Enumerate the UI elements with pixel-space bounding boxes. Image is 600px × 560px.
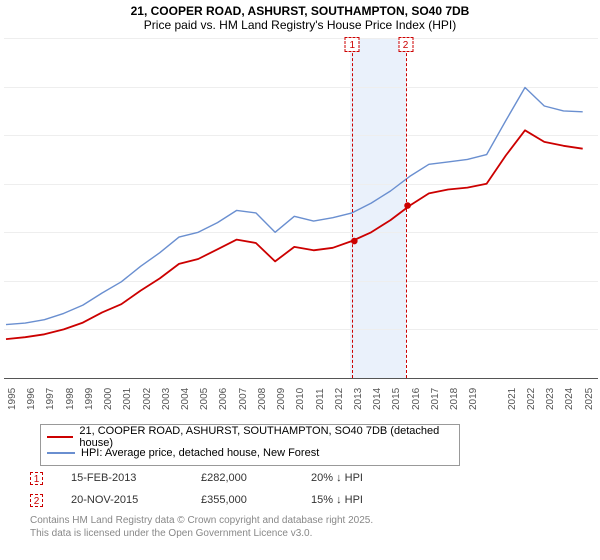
series-hpi (6, 88, 583, 325)
x-tick-label: 1996 (26, 388, 37, 410)
transaction-price: £355,000 (201, 494, 311, 506)
legend-label: 21, COOPER ROAD, ASHURST, SOUTHAMPTON, S… (79, 425, 453, 449)
transaction-marker-icon: 2 (398, 37, 413, 52)
transaction-vline (352, 38, 353, 378)
title-block: 21, COOPER ROAD, ASHURST, SOUTHAMPTON, S… (0, 0, 600, 32)
x-tick-label: 2022 (526, 388, 537, 410)
x-tick-label: 1998 (65, 388, 76, 410)
chart-container: 21, COOPER ROAD, ASHURST, SOUTHAMPTON, S… (0, 0, 600, 560)
transaction-price: £282,000 (201, 472, 311, 484)
legend-swatch (47, 452, 75, 454)
legend-label: HPI: Average price, detached house, New … (81, 447, 319, 459)
footer: Contains HM Land Registry data © Crown c… (30, 514, 373, 540)
transaction-delta: 15% ↓ HPI (311, 494, 451, 506)
x-tick-label: 2009 (276, 388, 287, 410)
transaction-delta: 20% ↓ HPI (311, 472, 451, 484)
x-tick-label: 2007 (238, 388, 249, 410)
footer-licence: This data is licensed under the Open Gov… (30, 527, 373, 540)
footer-copyright: Contains HM Land Registry data © Crown c… (30, 514, 373, 527)
transactions-table: 1 15-FEB-2013 £282,000 20% ↓ HPI 2 20-NO… (30, 468, 451, 512)
transaction-marker-icon: 1 (345, 37, 360, 52)
x-tick-label: 2015 (391, 388, 402, 410)
title-subtitle: Price paid vs. HM Land Registry's House … (0, 18, 600, 32)
x-tick-label: 2005 (199, 388, 210, 410)
series-paid (6, 130, 583, 339)
x-tick-label: 2025 (584, 388, 595, 410)
plot-svg (4, 38, 600, 380)
x-tick-label: 2013 (353, 388, 364, 410)
x-tick-label: 2016 (411, 388, 422, 410)
x-tick-label: 2003 (161, 388, 172, 410)
x-tick-label: 2023 (545, 388, 556, 410)
table-row: 2 20-NOV-2015 £355,000 15% ↓ HPI (30, 490, 451, 510)
x-tick-label: 2008 (257, 388, 268, 410)
x-tick-label: 2012 (334, 388, 345, 410)
x-tick-label: 2021 (507, 388, 518, 410)
x-tick-label: 2000 (103, 388, 114, 410)
x-tick-label: 2019 (468, 388, 479, 410)
x-tick-label: 2014 (372, 388, 383, 410)
x-tick-label: 2024 (564, 388, 575, 410)
x-tick-label: 2017 (430, 388, 441, 410)
x-tick-label: 2011 (315, 388, 326, 410)
transaction-date: 20-NOV-2015 (71, 494, 201, 506)
x-tick-label: 1997 (45, 388, 56, 410)
x-tick-label: 2002 (142, 388, 153, 410)
x-tick-label: 2010 (295, 388, 306, 410)
table-row: 1 15-FEB-2013 £282,000 20% ↓ HPI (30, 468, 451, 488)
x-tick-label: 2001 (122, 388, 133, 410)
chart-area: £0£100K£200K£300K£400K£500K£600K£700K199… (2, 38, 598, 414)
x-tick-label: 2018 (449, 388, 460, 410)
title-address: 21, COOPER ROAD, ASHURST, SOUTHAMPTON, S… (0, 4, 600, 18)
x-tick-label: 1999 (84, 388, 95, 410)
transaction-date: 15-FEB-2013 (71, 472, 201, 484)
marker-icon: 2 (30, 494, 43, 507)
x-tick-label: 2004 (180, 388, 191, 410)
x-tick-label: 2006 (218, 388, 229, 410)
marker-icon: 1 (30, 472, 43, 485)
legend-swatch (47, 436, 73, 438)
legend: 21, COOPER ROAD, ASHURST, SOUTHAMPTON, S… (40, 424, 460, 466)
legend-row: 21, COOPER ROAD, ASHURST, SOUTHAMPTON, S… (47, 429, 453, 445)
transaction-vline (406, 38, 407, 378)
x-tick-label: 1995 (7, 388, 18, 410)
